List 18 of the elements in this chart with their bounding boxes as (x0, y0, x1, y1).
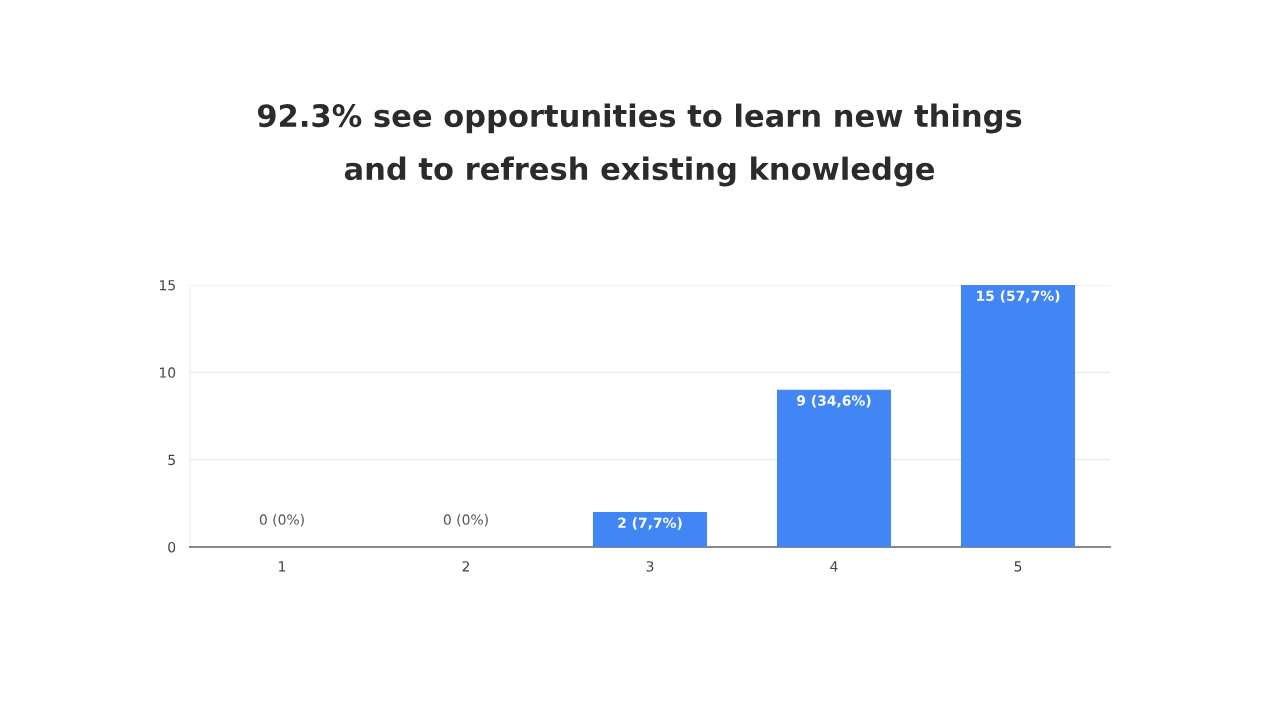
data-label: 15 (57,7%) (977, 290, 1060, 303)
data-label: 0 (0%) (259, 514, 304, 527)
x-tick-label: 1 (279, 561, 286, 572)
x-tick-label: 4 (830, 561, 838, 572)
y-tick-label: 0 (168, 541, 176, 553)
bar (592, 512, 708, 547)
bar (776, 389, 892, 547)
data-label: 0 (0%) (443, 514, 488, 527)
data-label: 9 (34,6%) (797, 395, 871, 408)
data-label: 2 (7,7%) (618, 517, 682, 530)
bar (960, 285, 1076, 547)
y-tick-label: 5 (168, 454, 175, 466)
x-tick-label: 3 (646, 561, 654, 572)
x-tick-label: 2 (462, 561, 470, 572)
x-tick-label: 5 (1014, 561, 1022, 572)
chart-title: 92.3% see opportunities to learn new things and to refresh existing knowledge (257, 103, 1022, 187)
y-tick-label: 15 (159, 280, 175, 291)
y-tick-label: 10 (159, 367, 176, 378)
